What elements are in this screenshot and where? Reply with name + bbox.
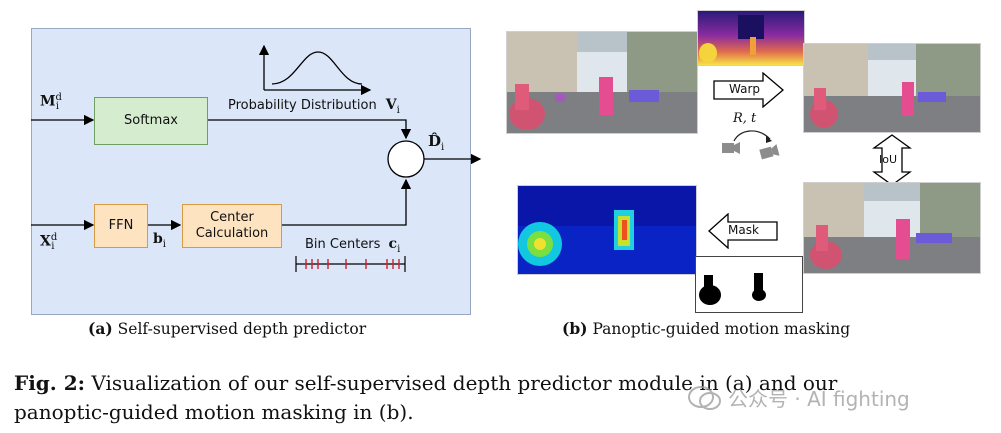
wechat-icon	[688, 385, 721, 410]
figure-caption-line2: panoptic-guided motion masking in (b).	[14, 400, 414, 424]
calculation-label: Calculation	[195, 226, 269, 241]
frame-warped-image	[804, 44, 980, 132]
softmax-box: Softmax	[94, 97, 208, 145]
frame-t-image	[507, 32, 697, 133]
motion-mask	[695, 256, 803, 313]
ffn-label: FFN	[108, 217, 134, 233]
figure-caption: Fig. 2: Visualization of our self-superv…	[14, 369, 994, 427]
watermark: 公众号 · AI fighting	[688, 383, 910, 412]
dist-curve	[271, 51, 363, 85]
frame-t1-scene	[803, 182, 981, 274]
probability-distribution-label: Probability Distribution Vi	[228, 97, 400, 116]
center-label: Center	[210, 209, 254, 225]
rotation-translation-label: R, t	[733, 111, 757, 126]
bin-centers-label: Bin Centers ci	[305, 236, 401, 255]
caption-b: (b) Panoptic-guided motion masking	[562, 319, 851, 338]
iou-label: IoU	[879, 153, 898, 166]
b-label: bi	[153, 231, 166, 250]
warp-label: Warp	[729, 82, 761, 96]
caption-a: (a) Self-supervised depth predictor	[88, 319, 367, 338]
center-calculation-box: Center Calculation	[182, 204, 282, 248]
mask-arrow	[708, 213, 778, 249]
frame-warped-scene	[803, 43, 981, 133]
photometric-error-map	[517, 185, 697, 275]
combine-circle	[387, 140, 425, 178]
x-input-label: Xdi	[40, 232, 58, 253]
m-input-label: Mdi	[40, 92, 62, 113]
motion-curve-icon	[733, 130, 771, 142]
camera-motion-icons	[722, 130, 780, 160]
error-map-image	[518, 186, 696, 274]
figure-caption-line1: Fig. 2: Visualization of our self-superv…	[14, 371, 838, 395]
motion-mask-image	[699, 273, 766, 305]
depth-output-label: D̂i	[428, 132, 445, 153]
frame-t1-image	[804, 183, 980, 273]
ffn-box: FFN	[94, 204, 148, 248]
depth-map	[697, 10, 805, 66]
softmax-output-arrow	[207, 119, 412, 140]
depth-map-image	[698, 11, 804, 65]
frame-t-scene	[506, 31, 698, 134]
camera-icon	[722, 142, 740, 154]
warp-arrow	[713, 72, 785, 108]
mask-label: Mask	[728, 223, 759, 237]
center-output-arrow	[281, 178, 412, 226]
camera-moved-icon	[759, 144, 780, 160]
bin-center-ticks	[305, 259, 400, 269]
softmax-label: Softmax	[124, 112, 178, 128]
